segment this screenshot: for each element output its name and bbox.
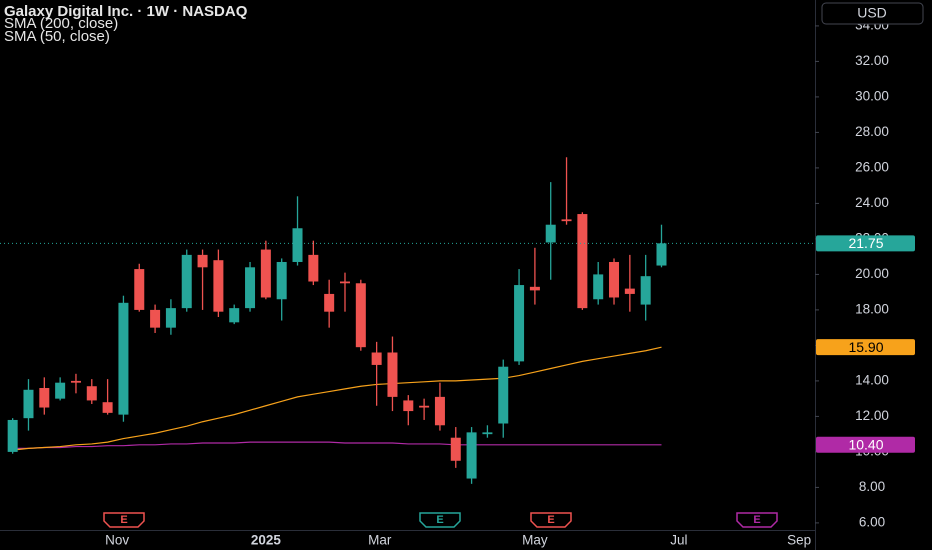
- candle-body: [260, 249, 271, 298]
- candle-body: [213, 260, 224, 312]
- y-tick-label: 14.00: [855, 372, 889, 387]
- earnings-badge: [736, 512, 778, 528]
- y-tick-label: 24.00: [855, 195, 889, 210]
- candle-body: [403, 400, 414, 412]
- candle-body: [70, 380, 81, 383]
- price-tag: [816, 436, 915, 453]
- candle-body: [23, 389, 34, 419]
- x-tick-label: Mar: [368, 533, 392, 548]
- candle-body: [339, 281, 350, 284]
- candle-body: [529, 286, 540, 291]
- y-tick-label: 28.00: [855, 124, 889, 139]
- candle-body: [624, 288, 635, 294]
- candle-body: [229, 308, 240, 323]
- candle-body: [7, 419, 18, 452]
- y-tick-label: 32.00: [855, 53, 889, 68]
- candle-body: [450, 437, 461, 461]
- candle-body: [276, 261, 287, 300]
- legend-entry: SMA (200, close): [4, 15, 118, 32]
- candle-body: [55, 382, 66, 399]
- candle-body: [324, 293, 335, 312]
- price-tag: [816, 235, 915, 252]
- candle-body: [482, 432, 493, 435]
- legend-entry: SMA (50, close): [4, 28, 110, 45]
- x-tick-label: Sep: [787, 533, 811, 548]
- earnings-badge: [103, 512, 145, 528]
- y-tick-label: 26.00: [855, 159, 889, 174]
- candle-body: [292, 228, 303, 262]
- candle-body: [545, 224, 556, 243]
- legend-title: Galaxy Digital Inc. · 1W · NASDAQ: [4, 3, 248, 20]
- earnings-label: E: [753, 514, 760, 526]
- candle-body: [245, 267, 256, 309]
- candle-body: [640, 276, 651, 305]
- earnings-marker: E: [103, 512, 145, 528]
- candle-body: [134, 269, 145, 310]
- y-tick-label: 20.00: [855, 266, 889, 281]
- candle-body: [419, 405, 430, 408]
- sma-line: [12, 346, 662, 451]
- y-tick-label: 30.00: [855, 88, 889, 103]
- x-tick-label: Jul: [670, 533, 687, 548]
- price-tag: [816, 339, 915, 356]
- candle-body: [387, 352, 398, 397]
- earnings-badge: [419, 512, 461, 528]
- earnings-marker: E: [419, 512, 461, 528]
- sma-line: [12, 441, 662, 449]
- candle-body: [514, 285, 525, 362]
- candle-body: [609, 261, 620, 298]
- x-tick-label: 2025: [251, 533, 282, 548]
- candle-body: [165, 308, 176, 328]
- y-tick-label: 12.00: [855, 408, 889, 423]
- y-tick-label: 8.00: [859, 479, 885, 494]
- candle-body: [434, 396, 445, 426]
- candle-body: [577, 214, 588, 309]
- candle-body: [593, 274, 604, 300]
- candle-body: [355, 283, 366, 348]
- currency-button-frame[interactable]: [821, 2, 924, 25]
- earnings-label: E: [120, 514, 127, 526]
- candle-body: [561, 219, 572, 222]
- earnings-label: E: [436, 514, 443, 526]
- y-tick-label: 18.00: [855, 301, 889, 316]
- candle-body: [466, 432, 477, 479]
- candle-body: [118, 302, 129, 415]
- y-tick-label: 6.00: [859, 514, 885, 529]
- price-tag-label: 10.40: [848, 437, 883, 453]
- x-tick-label: May: [522, 533, 548, 548]
- candle-body: [150, 309, 161, 328]
- earnings-label: E: [547, 514, 554, 526]
- candle-body: [498, 366, 509, 424]
- candle-body: [197, 254, 208, 268]
- candle-body: [39, 388, 50, 408]
- candle-body: [308, 254, 319, 282]
- candle-body: [181, 254, 192, 309]
- earnings-marker: E: [530, 512, 572, 528]
- candle-body: [656, 243, 667, 266]
- earnings-marker: E: [736, 512, 778, 528]
- price-tag-label: 21.75: [848, 235, 883, 251]
- candle-body: [371, 352, 382, 365]
- currency-button[interactable]: USD: [821, 2, 924, 25]
- candle-body: [86, 386, 97, 401]
- candle-body: [102, 402, 113, 413]
- x-tick-label: Nov: [105, 533, 129, 548]
- price-tag-label: 15.90: [848, 339, 883, 355]
- currency-label[interactable]: USD: [857, 5, 887, 21]
- earnings-badge: [530, 512, 572, 528]
